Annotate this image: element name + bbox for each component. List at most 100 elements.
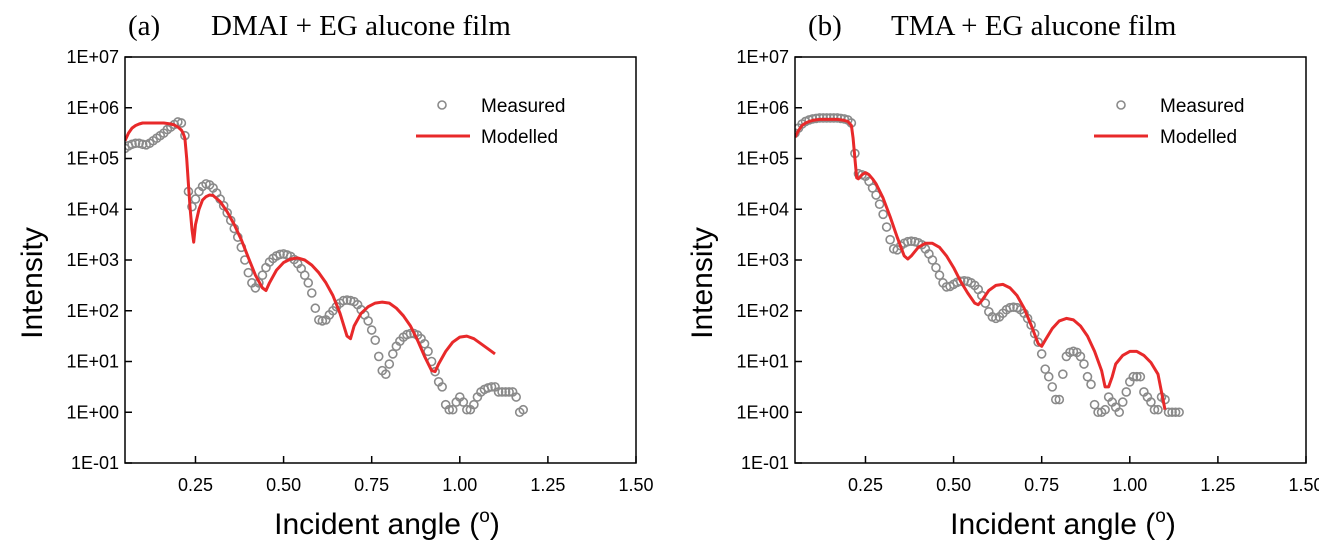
data-point-measured [437, 382, 447, 392]
data-point-measured [511, 392, 521, 402]
data-point-measured [469, 399, 479, 410]
panel-label: (a) [128, 10, 160, 42]
plot-area [125, 117, 529, 418]
y-axis-label: Intensity [16, 227, 49, 339]
data-point-measured [934, 270, 945, 281]
data-point-measured [504, 387, 514, 397]
y-tick-label: 1E+00 [736, 402, 789, 422]
data-point-measured [1128, 371, 1139, 382]
data-point-measured [874, 199, 885, 209]
data-point-measured [444, 404, 455, 415]
x-tick-label: 1.00 [442, 475, 477, 495]
legend-label-measured: Measured [1160, 96, 1245, 117]
data-point-measured [130, 138, 141, 149]
series-measured [795, 113, 1184, 418]
legend-marker-measured [437, 100, 447, 110]
y-tick-label: 1E+01 [66, 352, 119, 372]
data-point-measured [493, 387, 504, 397]
y-tick-label: 1E+05 [66, 149, 119, 169]
data-point-measured [1153, 404, 1163, 415]
series-modelled-line [795, 117, 1167, 410]
y-tick-label: 1E+02 [66, 301, 119, 321]
data-point-measured [370, 335, 381, 345]
data-point-measured [1146, 397, 1156, 407]
x-tick-label: 1.25 [1200, 475, 1235, 495]
data-point-measured [423, 346, 433, 357]
data-point-measured [176, 118, 187, 128]
x-tick-label: 0.25 [848, 475, 883, 495]
data-point-measured [1033, 337, 1043, 348]
data-point-measured [1132, 371, 1142, 382]
data-point-measured [1163, 407, 1174, 418]
data-point-measured [187, 201, 197, 212]
data-point-measured [458, 397, 469, 407]
data-point-measured [222, 208, 232, 218]
x-axis-label-main: Incident angle ( [950, 508, 1155, 541]
y-tick-label: 1E+04 [736, 199, 789, 219]
y-tick-label: 1E+02 [736, 301, 789, 321]
data-point-measured [1047, 382, 1058, 392]
data-point-measured [243, 267, 254, 278]
y-tick-label: 1E+03 [66, 250, 119, 270]
data-point-measured [1079, 359, 1089, 369]
x-tick-label: 0.50 [266, 475, 301, 495]
data-point-measured [1089, 399, 1100, 410]
data-point-measured [500, 387, 511, 397]
data-point-measured [1167, 407, 1177, 418]
y-tick-label: 1E+06 [736, 98, 789, 118]
y-tick-label: 1E+06 [66, 98, 119, 118]
y-tick-label: 1E-01 [71, 453, 119, 473]
data-point-measured [1117, 397, 1128, 407]
data-point-measured [384, 359, 395, 369]
x-tick-label: 1.00 [1112, 475, 1147, 495]
legend-label-measured: Measured [481, 96, 566, 117]
data-point-measured [885, 234, 895, 245]
chart-panel-b: (b) TMA + EG alucone film 0.25 0.50 0.75 1.… [686, 10, 1319, 541]
y-tick-label: 1E+07 [66, 47, 119, 67]
data-point-measured [1005, 302, 1015, 313]
data-point-measured [1036, 349, 1047, 359]
data-point-measured [462, 404, 472, 415]
legend: Measured Modelled [1094, 96, 1245, 148]
data-point-measured [306, 288, 317, 298]
x-tick-label: 1.50 [1288, 475, 1319, 495]
chart-title: TMA + EG alucone film [891, 10, 1177, 42]
y-tick-label: 1E-01 [741, 453, 789, 473]
x-axis-label-close: ) [490, 508, 500, 541]
data-point-measured [1050, 394, 1061, 405]
data-point-measured [902, 236, 913, 247]
data-point-measured [125, 143, 130, 154]
data-point-measured [1075, 351, 1086, 362]
x-axis-label-sup: o [479, 506, 490, 527]
data-point-measured [518, 404, 529, 415]
legend-label-modelled: Modelled [481, 127, 558, 148]
data-point-measured [1149, 404, 1160, 415]
data-point-measured [447, 404, 458, 415]
x-axis-label-sup: o [1155, 506, 1166, 527]
data-point-measured [380, 369, 391, 379]
data-point-measured [1100, 404, 1110, 415]
data-point-measured [373, 351, 384, 362]
data-point-measured [1040, 364, 1051, 374]
x-axis-label: Incident angle (o) [274, 506, 500, 541]
data-point-measured [486, 382, 497, 392]
data-point-measured [190, 194, 201, 204]
data-point-measured [955, 276, 966, 287]
y-tick-label: 1E+05 [736, 149, 789, 169]
data-point-measured [299, 270, 310, 281]
series-measured [125, 117, 529, 418]
data-point-measured [310, 303, 321, 314]
x-tick-label: 0.75 [354, 475, 389, 495]
data-point-measured [1114, 407, 1125, 418]
legend-marker-measured [1116, 100, 1126, 110]
x-tick-label: 0.50 [936, 475, 971, 495]
y-tick-label: 1E+00 [66, 402, 119, 422]
data-point-measured [497, 387, 507, 397]
x-tick-label: 1.25 [530, 475, 565, 495]
y-tick-label: 1E+03 [736, 250, 789, 270]
data-point-measured [1058, 369, 1068, 379]
data-point-measured [927, 255, 938, 265]
data-point-measured [1174, 407, 1184, 418]
x-tick-label: 0.25 [178, 475, 213, 495]
